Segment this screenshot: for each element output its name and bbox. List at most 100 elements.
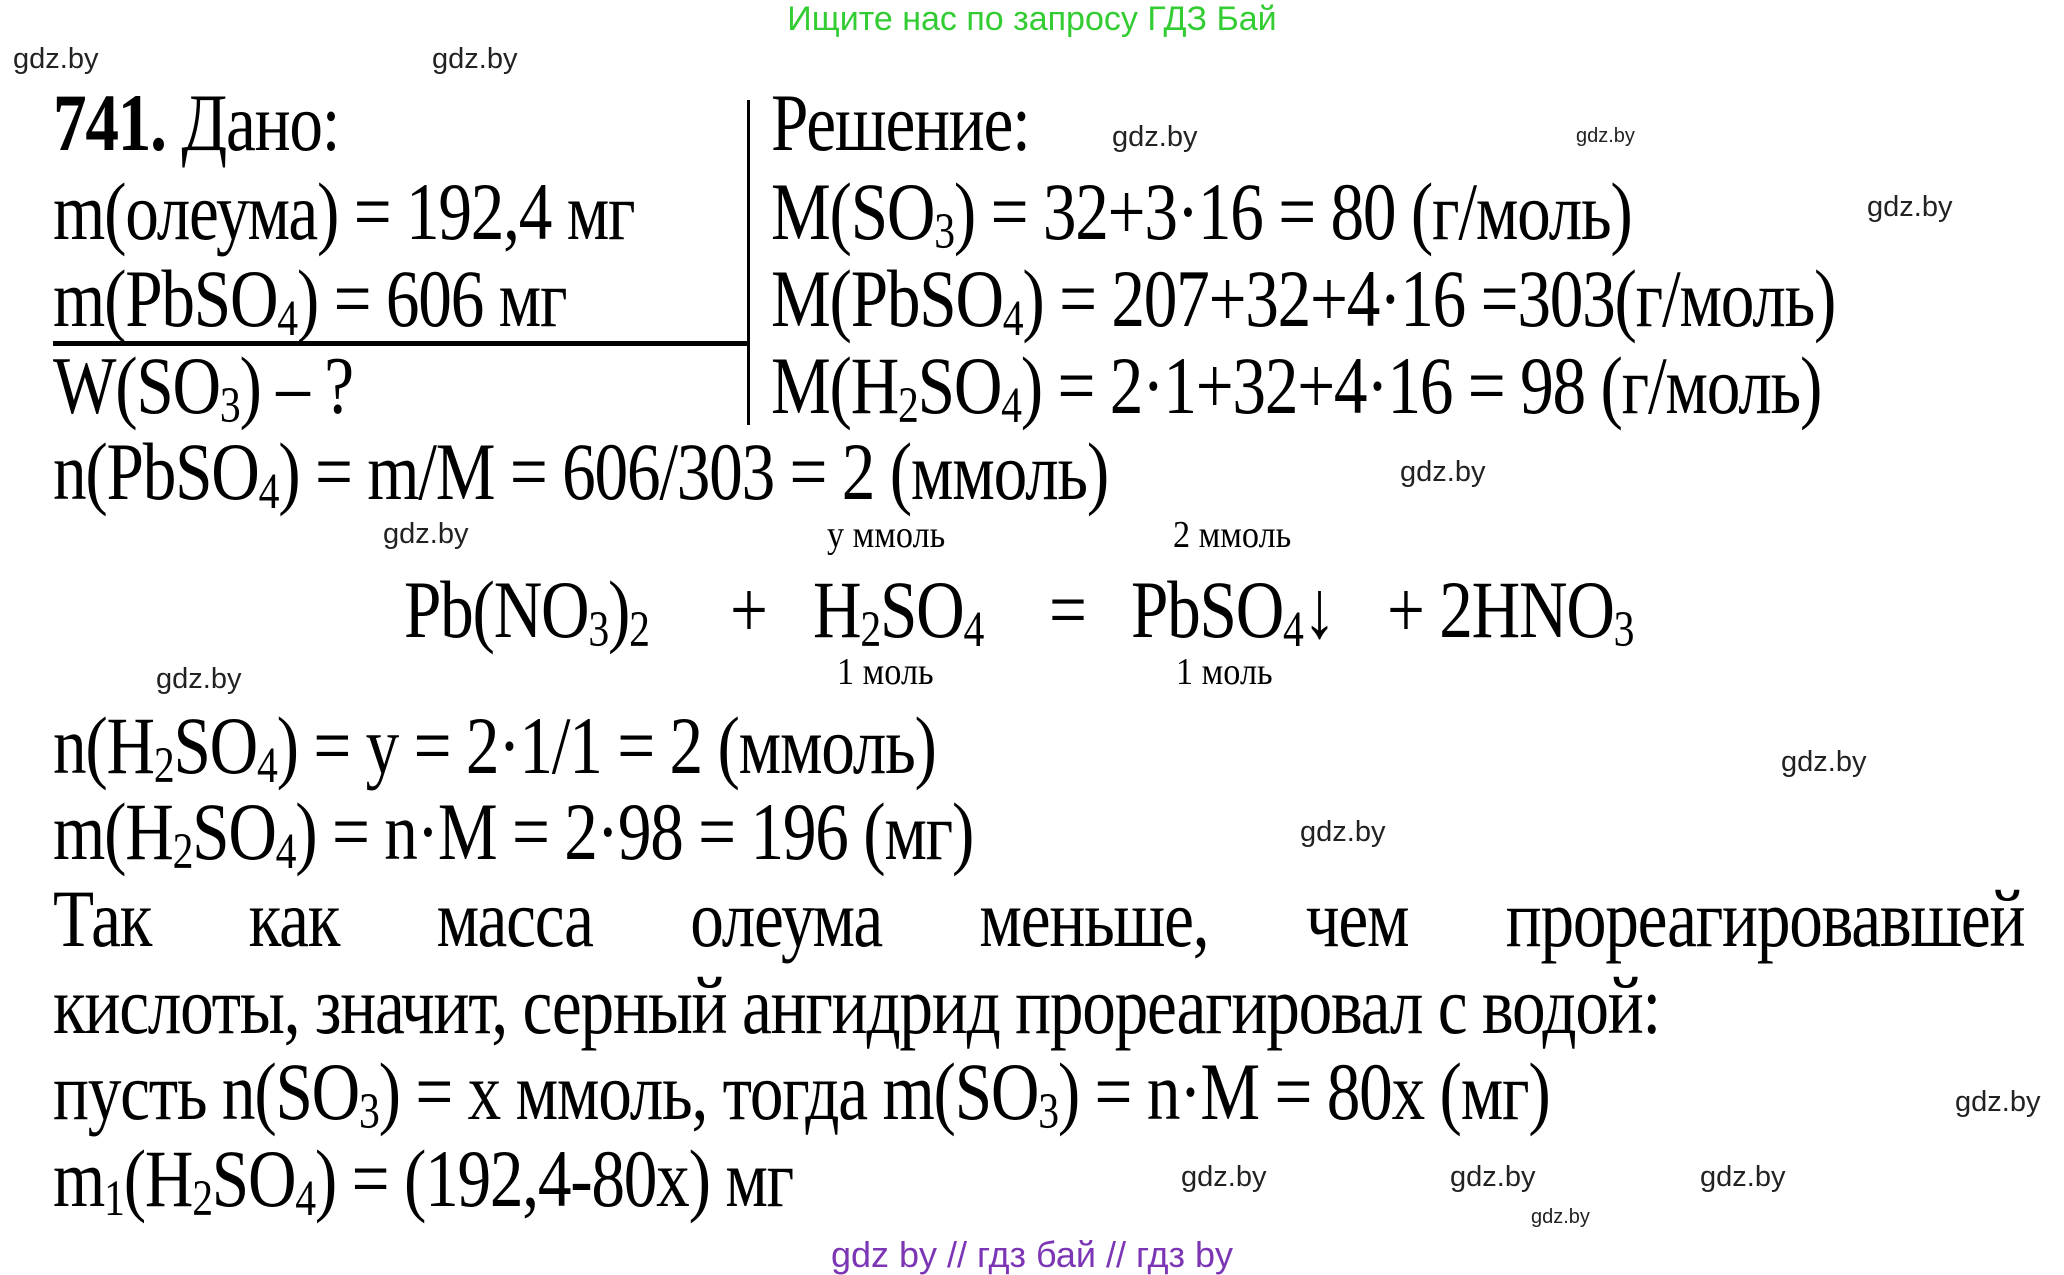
watermark: gdz.by	[1112, 121, 1198, 153]
watermark: gdz.by	[1955, 1086, 2041, 1118]
watermark: gdz.by	[1300, 816, 1386, 848]
text-run: Так как масса олеума меньше, чем прореаг…	[53, 873, 2026, 964]
given-line: m(олеума) = 192,4 мг	[53, 171, 636, 253]
text-run: n(H	[53, 700, 155, 791]
text-run: ) = 32+3·16 = 80 (г/моль)	[953, 166, 1633, 257]
text-run: SO	[173, 700, 259, 791]
text-run: Решение:	[771, 77, 1031, 168]
text-run: ) = n·M = 80x (мг)	[1057, 1046, 1551, 1137]
text-run: =	[1049, 564, 1087, 655]
watermark: gdz.by	[13, 43, 99, 75]
subscript: 4	[963, 601, 984, 658]
given-line: 741. Дано:	[53, 82, 340, 164]
subscript: 2	[629, 601, 650, 658]
text-run: SO	[879, 564, 965, 655]
subscript: 3	[219, 377, 241, 434]
subscript: 2	[192, 1170, 213, 1227]
equation-term: Pb(NO3)2	[404, 569, 650, 655]
subscript: 4	[257, 737, 278, 794]
text-run: PbSO	[1131, 564, 1284, 655]
text-run: m(PbSO	[53, 253, 279, 344]
calc-line: кислоты, значит, серный ангидрид прореаг…	[53, 965, 1661, 1047]
subscript: 4	[275, 823, 297, 880]
watermark: gdz.by	[383, 518, 469, 550]
footer-links[interactable]: gdz by // гдз бай // гдз by	[830, 1234, 1234, 1275]
subscript: 3	[588, 601, 609, 658]
text-run: ↓	[1302, 564, 1337, 655]
equation-term: +	[730, 569, 768, 651]
solution-line: M(PbSO4) = 207+32+4·16 =303(г/моль)	[771, 258, 1836, 344]
text-run: ) = 207+32+4·16 =303(г/моль)	[1022, 253, 1836, 344]
text-run: m	[53, 1133, 105, 1224]
given-question-divider	[53, 341, 748, 346]
text-run: W(SO	[53, 340, 221, 431]
text-run: n(PbSO	[53, 426, 260, 517]
watermark: gdz.by	[1700, 1161, 1786, 1193]
text-run: ) = x ммоль, тогда m(SO	[378, 1046, 1040, 1137]
watermark: gdz.by	[1400, 456, 1486, 488]
calc-line: m(H2SO4) = n·M = 2·98 = 196 (мг)	[53, 791, 974, 877]
watermark: gdz.by	[1181, 1161, 1267, 1193]
watermark: gdz.by	[1576, 125, 1635, 147]
equation-term: + 2HNO3	[1387, 569, 1634, 655]
solution-line: Решение:	[771, 82, 1031, 164]
calc-line: m1(H2SO4) = (192,4-80x) мг	[53, 1138, 794, 1224]
text-run: ) = 606 мг	[296, 253, 568, 344]
moles-label: 2 ммоль	[1173, 514, 1292, 556]
subscript: 2	[172, 823, 194, 880]
text-run: SO	[917, 340, 1003, 431]
text-run: )	[608, 564, 630, 655]
text-run: кислоты, значит, серный ангидрид прореаг…	[53, 960, 1661, 1051]
text-run: Pb(NO	[404, 564, 590, 655]
subscript: 2	[860, 601, 881, 658]
text-run: + 2HNO	[1387, 564, 1615, 655]
subscript: 3	[358, 1083, 380, 1140]
text-run: ) = m/M = 606/303 = 2 (ммоль)	[278, 426, 1109, 517]
equation-term: PbSO4↓	[1131, 569, 1336, 655]
text-run: ) = 2·1+32+4·16 = 98 (г/моль)	[1020, 340, 1823, 431]
text-run: M(SO	[771, 166, 935, 257]
text-run: пусть n(SO	[53, 1046, 360, 1137]
text-run: ) = y = 2·1/1 = 2 (ммоль)	[276, 700, 937, 791]
calc-line: n(H2SO4) = y = 2·1/1 = 2 (ммоль)	[53, 705, 937, 791]
subscript: 4	[277, 290, 298, 347]
calc-line: пусть n(SO3) = x ммоль, тогда m(SO3) = n…	[53, 1051, 1551, 1137]
subscript: 3	[934, 203, 955, 260]
text-run: m(H	[53, 786, 174, 877]
given-line: W(SO3) – ?	[53, 345, 354, 431]
subscript: 4	[1002, 290, 1024, 347]
text-run: SO	[192, 786, 277, 877]
calc-line: Так как масса олеума меньше, чем прореаг…	[53, 878, 2026, 960]
moles-label: 1 моль	[1176, 651, 1273, 693]
text-run: H	[813, 564, 862, 655]
search-hint-banner: Ищите нас по запросу ГДЗ Бай	[787, 0, 1277, 38]
subscript: 4	[1001, 377, 1022, 434]
text-run: +	[730, 564, 768, 655]
solution-line: M(SO3) = 32+3·16 = 80 (г/моль)	[771, 171, 1633, 257]
watermark: gdz.by	[1867, 191, 1953, 223]
watermark: gdz.by	[1531, 1206, 1590, 1228]
subscript: 4	[1283, 601, 1304, 658]
text-run: M(H	[771, 340, 899, 431]
text-run: SO	[211, 1133, 297, 1224]
watermark: gdz.by	[432, 43, 518, 75]
subscript: 3	[1613, 601, 1635, 658]
text-run: (H	[123, 1133, 194, 1224]
moles-label: 1 моль	[837, 651, 934, 693]
subscript: 2	[153, 737, 175, 794]
text-run: M(PbSO	[771, 253, 1004, 344]
text-run: 741.	[53, 77, 167, 168]
equation-term: H2SO4	[813, 569, 984, 655]
moles-label: у ммоль	[827, 514, 946, 556]
calc-line: n(PbSO4) = m/M = 606/303 = 2 (ммоль)	[53, 431, 1109, 517]
subscript: 4	[258, 463, 280, 520]
solution-line: M(H2SO4) = 2·1+32+4·16 = 98 (г/моль)	[771, 345, 1822, 431]
subscript: 4	[295, 1170, 316, 1227]
text-run: m(олеума) = 192,4 мг	[53, 166, 636, 257]
equation-term: =	[1049, 569, 1087, 651]
watermark: gdz.by	[1781, 746, 1867, 778]
given-solution-divider	[747, 100, 750, 425]
watermark: gdz.by	[1450, 1161, 1536, 1193]
given-line: m(PbSO4) = 606 мг	[53, 258, 568, 344]
text-run: Дано:	[165, 77, 340, 168]
